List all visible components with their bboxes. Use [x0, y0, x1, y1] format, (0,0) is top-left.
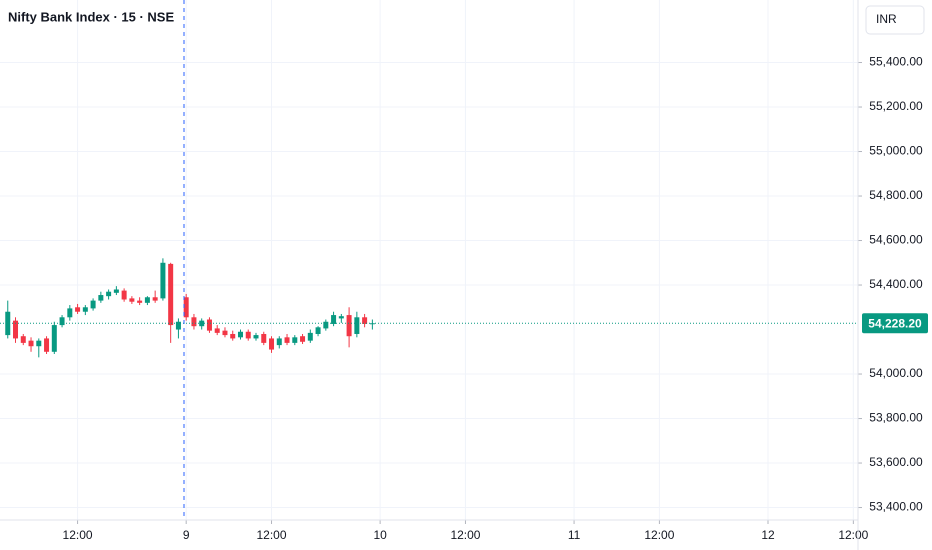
candle-body [300, 336, 306, 342]
candle-body [44, 338, 50, 352]
candle-body [315, 327, 321, 334]
candle-body [13, 320, 19, 339]
y-tick-label: 55,200.00 [869, 99, 923, 113]
y-tick-label: 55,400.00 [869, 55, 923, 69]
candle-body [121, 290, 127, 300]
y-tick-label: 54,600.00 [869, 233, 923, 247]
candle-body [284, 337, 290, 343]
x-tick-label: 10 [373, 528, 387, 542]
candle-body [214, 328, 220, 333]
x-tick-label: 11 [568, 528, 581, 542]
candle-body [175, 321, 181, 330]
candle-body [269, 338, 275, 350]
candle-body [362, 317, 368, 324]
chart-title: Nifty Bank Index · 15 · NSE [8, 9, 174, 24]
candle-body [253, 335, 259, 339]
x-tick-label: 12:00 [838, 528, 868, 542]
candle-body [346, 315, 352, 337]
candle-body [152, 297, 158, 301]
candle-body [222, 330, 228, 336]
candle-body [276, 338, 282, 346]
y-tick-label: 55,000.00 [869, 144, 923, 158]
currency-label[interactable]: INR [876, 12, 897, 26]
candle-body [191, 317, 197, 327]
candle-body [168, 263, 174, 326]
x-tick-label: 12:00 [63, 528, 93, 542]
x-tick-label: 12:00 [644, 528, 674, 542]
candle-body [137, 300, 143, 303]
candle-body [51, 325, 57, 352]
candle-body [82, 307, 88, 312]
candle-body [113, 289, 119, 293]
y-tick-label: 54,000.00 [869, 366, 923, 380]
candle-body [28, 340, 34, 347]
currency-button[interactable] [865, 5, 925, 35]
candle-body [206, 319, 212, 331]
candle-body [98, 295, 104, 301]
candle-body [144, 297, 150, 303]
y-tick-label: 54,800.00 [869, 188, 923, 202]
candle-body [106, 291, 112, 297]
candle-body [90, 300, 96, 309]
candle-body [67, 308, 73, 318]
x-tick-label: 9 [183, 528, 190, 542]
y-tick-label: 53,600.00 [869, 455, 923, 469]
candle-body [20, 336, 26, 343]
candle-body [261, 333, 267, 343]
candle-body [307, 332, 313, 341]
candle-body [323, 321, 329, 329]
candle-body [183, 297, 189, 318]
candle-body [230, 333, 236, 339]
candle-body [75, 307, 81, 312]
candle-body [36, 340, 42, 347]
candle-body [59, 317, 65, 326]
candle-body [354, 317, 360, 334]
candle-body [331, 315, 337, 324]
last-price-label: 54,228.20 [868, 316, 922, 330]
y-tick-label: 54,400.00 [869, 277, 923, 291]
y-tick-label: 53,800.00 [869, 411, 923, 425]
candle-body [292, 337, 298, 343]
last-price-box [862, 313, 928, 334]
candle-body [129, 298, 135, 302]
candle-body [338, 316, 344, 319]
x-tick-label: 12 [761, 528, 775, 542]
candle-body [5, 311, 11, 336]
x-tick-label: 12:00 [257, 528, 287, 542]
candle-body [245, 331, 251, 339]
y-tick-label: 53,400.00 [869, 500, 923, 514]
candle-body [237, 331, 243, 338]
x-tick-label: 12:00 [450, 528, 480, 542]
candle-body [160, 262, 166, 299]
